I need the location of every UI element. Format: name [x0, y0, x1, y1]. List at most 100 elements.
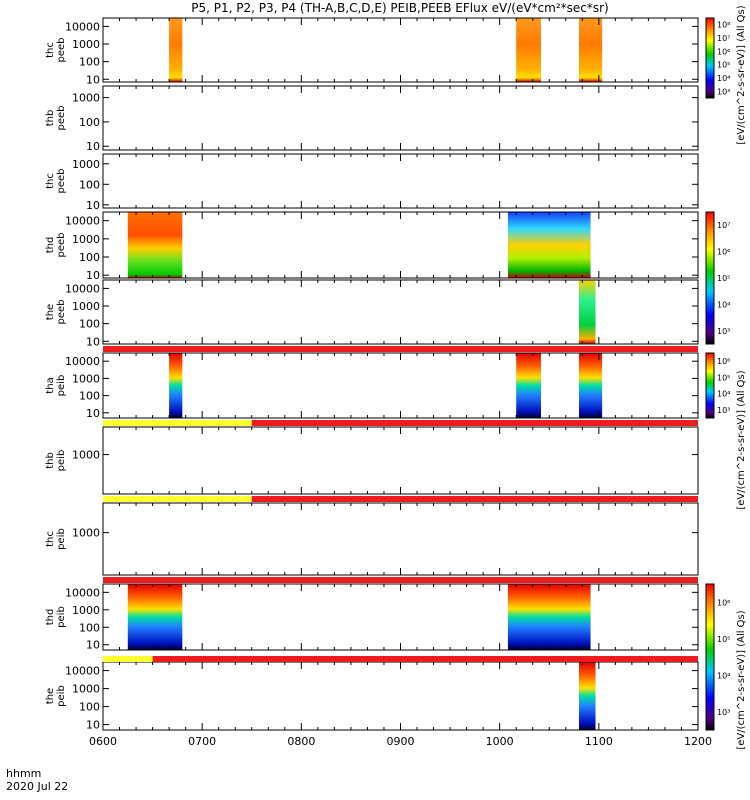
panel-thb-peib: 1000 thbpeib — [45, 426, 699, 495]
panel-label: thbpeeb — [45, 106, 67, 131]
colorbar-tick-label: 10⁶ — [717, 357, 730, 366]
colorbar-gradient — [705, 17, 715, 99]
y-tick-label: 10 — [86, 335, 100, 348]
panel-thd-peib: 10 100 1000 10000 thdpeib — [45, 583, 699, 652]
flux-block-2 — [516, 18, 541, 82]
panel-label: thapeib — [45, 375, 67, 397]
colorbar-ion-flux-2: 10³ 10⁴ 10⁵ 10⁶ — [705, 583, 730, 731]
colorbar-gradient — [705, 352, 715, 419]
y-tick-label: 10 — [86, 73, 100, 86]
panel-the-peib: 10 100 1000 10000 thepeib — [45, 661, 699, 732]
probe-label: the — [45, 304, 56, 320]
flux-block-1 — [127, 212, 183, 278]
colorbar-tick-label: 10⁵ — [717, 61, 730, 70]
flux-block-2 — [516, 353, 541, 418]
colorbars: 10³10⁴10⁵10⁶10⁷10⁸10³10⁴10⁵10⁶10⁷10³10⁴1… — [705, 17, 730, 731]
instrument-label: peib — [56, 685, 67, 707]
panel-thc-peib: 1000 thcpeib — [45, 502, 699, 576]
colorbar-tick-label: 10³ — [717, 327, 730, 336]
panel-tha-peib: 10 100 1000 10000 thapeib — [45, 352, 699, 420]
instrument-label: peib — [56, 528, 67, 550]
y-tick-label: 100 — [79, 701, 100, 714]
panel-the-peeb: 10 100 1000 10000 thepeeb — [45, 279, 699, 348]
instrument-label: peeb — [56, 169, 67, 194]
y-tick-label: 100 — [79, 318, 100, 331]
x-tick-label: 0800 — [287, 735, 315, 748]
panel-frame — [102, 279, 699, 345]
panel-label: thepeeb — [45, 300, 67, 325]
y-tick-label: 10000 — [65, 355, 100, 368]
probe-label: thc — [45, 42, 56, 58]
colorbar-tick-label: 10³ — [717, 708, 730, 717]
probe-label: thb — [45, 110, 56, 127]
colorbar-tick-label: 10⁷ — [717, 34, 730, 43]
flag-segment-yellow — [103, 420, 252, 426]
probe-label: thb — [45, 452, 56, 469]
time-axis-label: hhmm — [6, 767, 41, 780]
y-tick-label: 10000 — [65, 282, 100, 295]
date-label: 2020 Jul 22 — [6, 780, 68, 793]
y-tick-label: 10000 — [65, 215, 100, 228]
colorbar-tick-label: 10³ — [717, 406, 730, 415]
y-tick-label: 100 — [79, 251, 100, 264]
x-tick-label: 1200 — [684, 735, 712, 748]
y-tick-label: 100 — [79, 116, 100, 129]
flag-segment-red — [251, 496, 698, 502]
colorbar-tick-label: 10⁵ — [717, 274, 730, 283]
y-tick-label: 1000 — [72, 604, 100, 617]
colorbar-units-label-top: [eV/(cm^2-s-sr-eV)] (All Qs) — [736, 5, 747, 144]
colorbar-tick-label: 10⁴ — [717, 390, 730, 399]
flag-segment-yellow — [103, 656, 153, 662]
flux-block-1 — [169, 18, 183, 82]
panel-label: thdpeib — [45, 606, 67, 628]
colorbar-tick-label: 10⁶ — [717, 47, 730, 56]
probe-label: thd — [45, 609, 56, 626]
flag-segment-red — [251, 420, 698, 426]
flag-segment-red — [103, 577, 698, 583]
flux-block-1 — [579, 280, 596, 344]
y-tick-label: 10000 — [65, 20, 100, 33]
panel-frame — [102, 153, 699, 209]
flag-segment-red — [152, 656, 699, 662]
colorbar-gradient — [705, 211, 715, 345]
spectrogram-panels: 10100100010000thcpeeb101001000thbpeeb101… — [45, 17, 699, 732]
panel-frame — [102, 661, 699, 731]
colorbar-tick-label: 10³ — [717, 87, 730, 96]
time-axis: 0600 0700 0800 0900 1000 1100 1200 — [89, 735, 712, 748]
instrument-label: peib — [56, 375, 67, 397]
x-tick-label: 1100 — [585, 735, 613, 748]
y-tick-label: 1000 — [72, 158, 100, 171]
y-tick-label: 100 — [79, 56, 100, 69]
instrument-label: peeb — [56, 106, 67, 131]
probe-label: the — [45, 688, 56, 704]
probe-label: tha — [45, 377, 56, 393]
colorbar-tick-label: 10⁷ — [717, 221, 730, 230]
panel-frame — [102, 17, 699, 83]
flag-segment-red — [103, 346, 698, 352]
probe-label: thc — [45, 531, 56, 547]
probe-label: thc — [45, 173, 56, 189]
figure-title: P5, P1, P2, P3, P4 (TH-A,B,C,D,E) PEIB,P… — [191, 1, 608, 15]
flux-block-1 — [579, 662, 596, 730]
y-tick-label: 10 — [86, 140, 100, 153]
colorbar-tick-label: 10⁴ — [717, 300, 730, 309]
y-tick-label: 100 — [79, 621, 100, 634]
instrument-label: peeb — [56, 38, 67, 63]
colorbar-tick-label: 10⁵ — [717, 373, 730, 382]
panel-label: thcpeib — [45, 528, 67, 550]
y-tick-label: 1000 — [72, 683, 100, 696]
flag-segment-yellow — [103, 496, 252, 502]
colorbar-units-label-bottom: [eV/(cm^2-s-sr-eV)] (All Qs) — [736, 610, 747, 749]
instrument-label: peib — [56, 450, 67, 472]
colorbar-tick-label: 10⁶ — [717, 248, 730, 257]
colorbar-ion-flux: 10³ 10⁴ 10⁵ 10⁶ — [705, 352, 730, 419]
colorbar-tick-label: 10⁵ — [717, 635, 730, 644]
colorbar-tick-label: 10⁴ — [717, 671, 730, 680]
panel-frame — [102, 502, 699, 576]
panel-frame — [102, 426, 699, 495]
flux-block-2 — [507, 584, 591, 650]
colorbar-gradient — [705, 583, 715, 731]
y-tick-label: 100 — [79, 390, 100, 403]
x-tick-label: 0900 — [387, 735, 415, 748]
